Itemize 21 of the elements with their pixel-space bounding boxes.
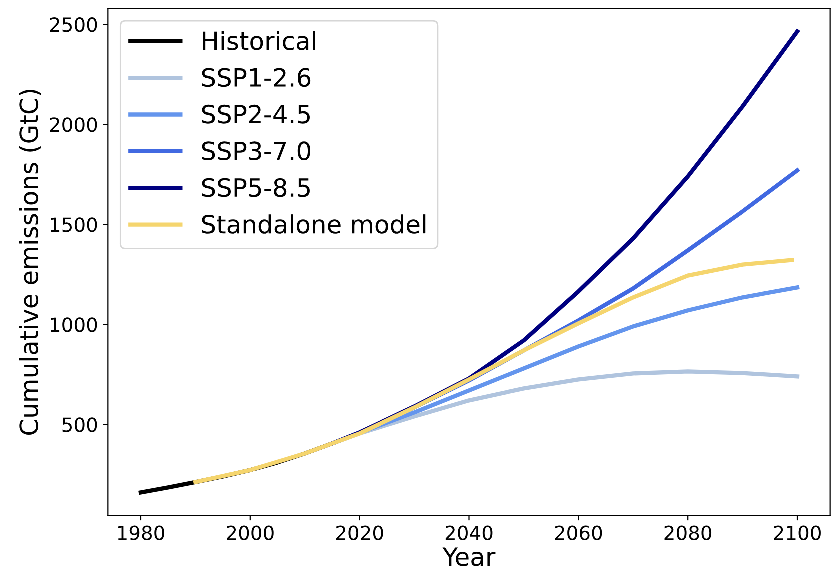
legend-label: SSP2-4.5 <box>202 104 310 124</box>
y-tick-label: 2500 <box>50 18 98 32</box>
x-tick-label: 2100 <box>774 526 821 540</box>
legend-label: Standalone model <box>202 214 426 234</box>
line-series <box>194 258 794 484</box>
x-axis-title: Year <box>442 548 496 566</box>
x-tick-label: 2080 <box>664 526 712 540</box>
x-tick-label: 2000 <box>227 526 274 540</box>
y-tick-label: 1500 <box>51 218 98 232</box>
y-tick-label: 1000 <box>51 318 98 332</box>
x-tick-label: 2060 <box>555 526 602 540</box>
legend-label: SSP5-8.5 <box>202 178 310 198</box>
legend-label: Historical <box>203 31 316 50</box>
y-tick-label: 500 <box>62 418 98 432</box>
x-tick-label: 2040 <box>446 526 493 540</box>
legend-label: SSP3-7.0 <box>202 142 310 161</box>
x-tick-label: 2020 <box>336 526 384 540</box>
legend-label: SSP1-2.6 <box>202 68 311 88</box>
y-axis-title: Cumulative emissions (GtC) <box>19 90 42 436</box>
x-tick-label: 1980 <box>118 526 164 540</box>
y-tick-label: 2000 <box>50 118 98 132</box>
